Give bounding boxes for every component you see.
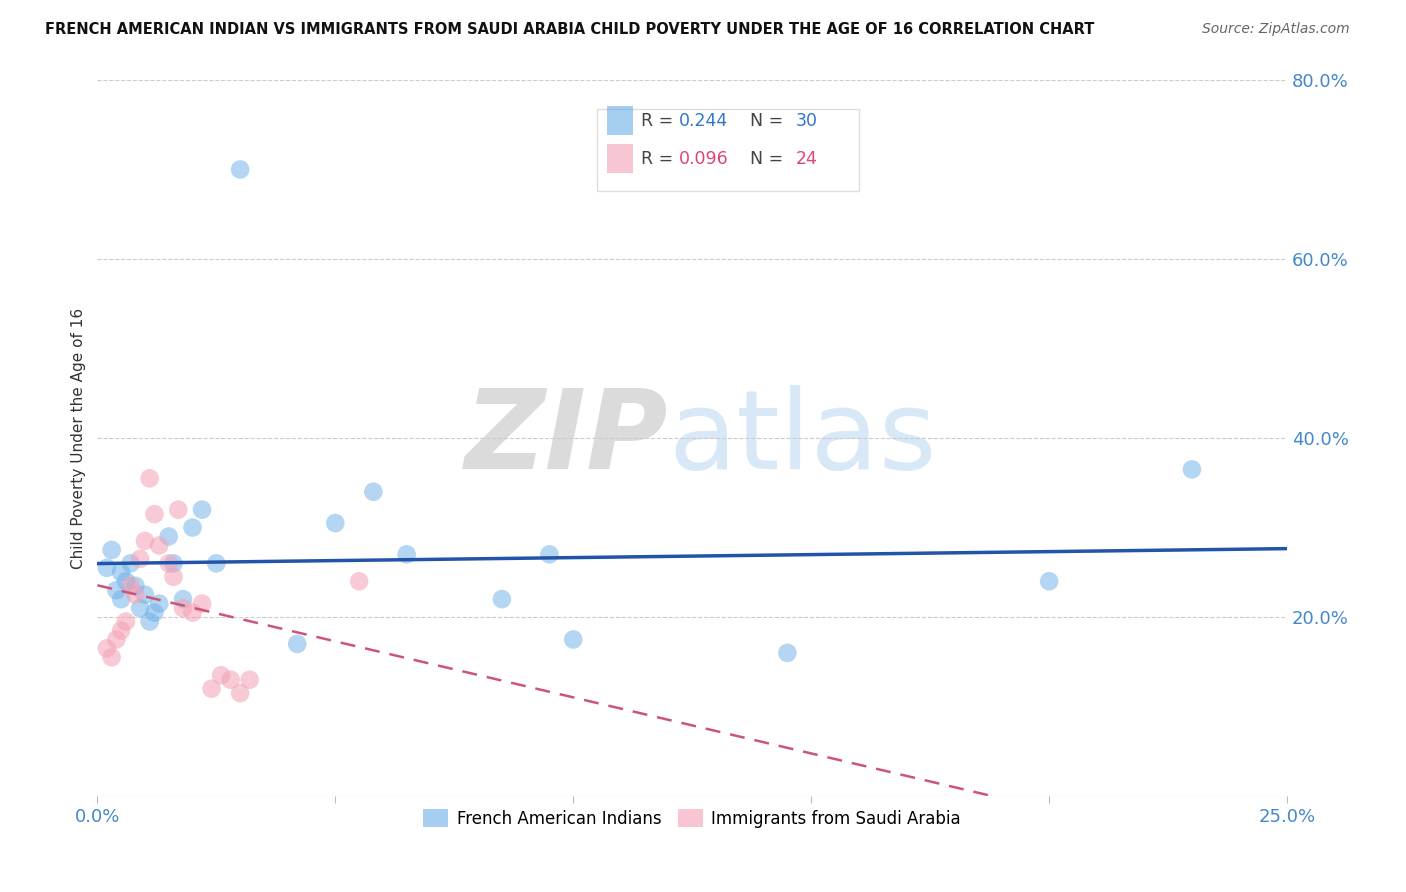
Point bbox=[1038, 574, 1060, 589]
Point bbox=[110, 624, 132, 638]
Text: 30: 30 bbox=[796, 112, 818, 129]
Point bbox=[134, 588, 156, 602]
Text: R =: R = bbox=[641, 150, 679, 168]
Point bbox=[172, 592, 194, 607]
Text: Source: ZipAtlas.com: Source: ZipAtlas.com bbox=[1202, 22, 1350, 37]
Point bbox=[157, 557, 180, 571]
Point bbox=[776, 646, 799, 660]
Point bbox=[129, 552, 152, 566]
Text: FRENCH AMERICAN INDIAN VS IMMIGRANTS FROM SAUDI ARABIA CHILD POVERTY UNDER THE A: FRENCH AMERICAN INDIAN VS IMMIGRANTS FRO… bbox=[45, 22, 1094, 37]
Point bbox=[110, 566, 132, 580]
Point bbox=[162, 570, 184, 584]
Point bbox=[148, 597, 170, 611]
Point bbox=[96, 641, 118, 656]
Point bbox=[167, 502, 190, 516]
Text: R =: R = bbox=[641, 112, 679, 129]
Point bbox=[120, 557, 142, 571]
Point bbox=[191, 502, 214, 516]
Point bbox=[181, 520, 204, 534]
Point bbox=[239, 673, 262, 687]
Text: 0.244: 0.244 bbox=[679, 112, 728, 129]
Point bbox=[105, 632, 128, 647]
Point bbox=[172, 601, 194, 615]
Point bbox=[491, 592, 513, 607]
Point bbox=[162, 557, 184, 571]
Point bbox=[229, 686, 252, 700]
Point bbox=[143, 507, 166, 521]
FancyBboxPatch shape bbox=[598, 109, 859, 191]
Bar bbox=[606, 145, 633, 173]
Point bbox=[562, 632, 585, 647]
Point bbox=[205, 557, 228, 571]
Point bbox=[105, 583, 128, 598]
Point bbox=[138, 615, 160, 629]
Point bbox=[143, 606, 166, 620]
Point bbox=[96, 561, 118, 575]
Point bbox=[395, 548, 418, 562]
Bar bbox=[606, 106, 633, 135]
Point bbox=[347, 574, 370, 589]
Point bbox=[323, 516, 346, 530]
Point bbox=[229, 162, 252, 177]
Y-axis label: Child Poverty Under the Age of 16: Child Poverty Under the Age of 16 bbox=[72, 308, 86, 568]
Point bbox=[100, 543, 122, 558]
Point bbox=[110, 592, 132, 607]
Text: ZIP: ZIP bbox=[465, 384, 668, 491]
Point bbox=[115, 574, 138, 589]
Point bbox=[200, 681, 222, 696]
Point bbox=[148, 538, 170, 552]
Point bbox=[124, 588, 146, 602]
Point bbox=[1181, 462, 1204, 476]
Point bbox=[115, 615, 138, 629]
Point bbox=[285, 637, 308, 651]
Text: atlas: atlas bbox=[668, 384, 936, 491]
Point bbox=[181, 606, 204, 620]
Point bbox=[129, 601, 152, 615]
Point bbox=[120, 579, 142, 593]
Point bbox=[538, 548, 561, 562]
Point bbox=[138, 471, 160, 485]
Legend: French American Indians, Immigrants from Saudi Arabia: French American Indians, Immigrants from… bbox=[416, 803, 967, 834]
Point bbox=[219, 673, 242, 687]
Point bbox=[209, 668, 232, 682]
Text: 24: 24 bbox=[796, 150, 818, 168]
Point bbox=[124, 579, 146, 593]
Point bbox=[134, 533, 156, 548]
Point bbox=[363, 484, 385, 499]
Point bbox=[100, 650, 122, 665]
Text: N =: N = bbox=[738, 112, 789, 129]
Text: N =: N = bbox=[738, 150, 789, 168]
Point bbox=[157, 529, 180, 543]
Text: 0.096: 0.096 bbox=[679, 150, 728, 168]
Point bbox=[191, 597, 214, 611]
